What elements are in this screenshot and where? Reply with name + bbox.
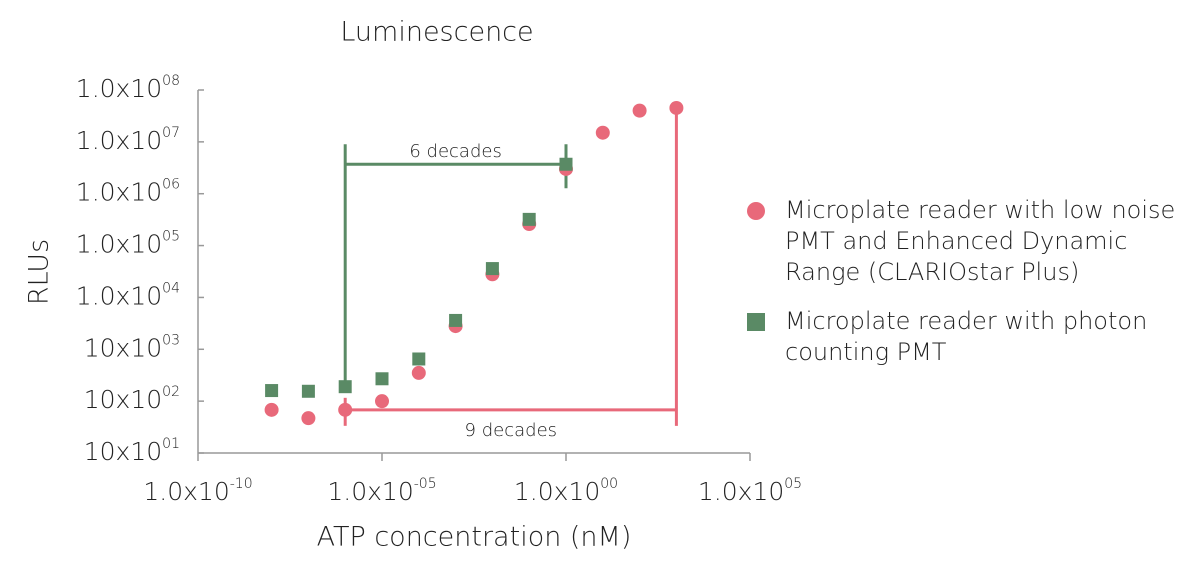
x-tick-exp: -10 [230, 476, 253, 492]
legend: Microplate reader with low noise PMT and… [745, 195, 1190, 386]
legend-label: Microplate reader with low noise PMT and… [785, 196, 1176, 286]
y-tick-label: 1.0x1006 [76, 177, 180, 207]
y-tick-exp: 03 [162, 332, 180, 348]
point [338, 380, 352, 394]
y-tick-label: 10x1002 [84, 384, 180, 414]
y-tick-exp: 04 [162, 280, 180, 296]
x-tick-label: 1.0x10-05 [327, 476, 436, 506]
y-tick-text: 1.0x10 [76, 74, 162, 103]
point [559, 157, 573, 171]
legend-marker [747, 202, 765, 220]
point [669, 100, 684, 115]
point [301, 384, 315, 398]
annotation: 6 decades [409, 141, 501, 162]
y-tick-exp: 01 [162, 436, 180, 452]
annotation: 9 decades [465, 420, 557, 441]
point [375, 394, 389, 409]
x-tick-exp: 05 [784, 476, 802, 492]
x-tick-label: 1.0x1000 [514, 476, 618, 506]
point [595, 125, 610, 140]
legend-item: Microplate reader with low noise PMT and… [745, 195, 1190, 288]
point [485, 262, 499, 276]
point [449, 313, 463, 327]
y-tick-label: 10x1001 [84, 436, 180, 466]
y-tick-text: 10x10 [84, 437, 162, 466]
x-tick-text: 1.0x10 [514, 477, 600, 506]
y-tick-exp: 07 [162, 125, 180, 141]
point [522, 212, 536, 226]
point [375, 372, 389, 386]
y-tick-text: 10x10 [84, 385, 162, 414]
x-tick-exp: 00 [600, 476, 618, 492]
y-tick-label: 1.0x1005 [76, 229, 180, 259]
y-tick-text: 1.0x10 [76, 281, 162, 310]
y-axis-label: RLUs [24, 239, 55, 305]
legend-label: Microplate reader with photon counting P… [785, 307, 1148, 366]
x-axis-label: ATP concentration (nM) [317, 522, 632, 553]
y-tick-exp: 05 [162, 229, 180, 245]
point [632, 103, 647, 118]
y-tick-label: 10x1003 [84, 332, 180, 362]
x-tick-label: 1.0x1005 [698, 476, 802, 506]
point [265, 384, 279, 398]
y-tick-exp: 02 [162, 384, 180, 400]
legend-marker [747, 313, 765, 331]
point [338, 402, 353, 417]
x-tick-label: 1.0x10-10 [143, 476, 252, 506]
y-tick-label: 1.0x1008 [76, 73, 180, 103]
legend-item: Microplate reader with photon counting P… [745, 306, 1190, 368]
point [411, 365, 426, 380]
x-tick-text: 1.0x10 [327, 477, 413, 506]
y-tick-text: 1.0x10 [76, 126, 162, 155]
y-tick-exp: 08 [162, 73, 180, 89]
point [264, 402, 279, 417]
y-tick-text: 1.0x10 [76, 230, 162, 259]
point [412, 352, 426, 366]
y-tick-text: 1.0x10 [76, 178, 162, 207]
y-tick-label: 1.0x1007 [76, 125, 180, 155]
point [301, 411, 316, 426]
chart-title: Luminescence [340, 17, 533, 48]
y-tick-exp: 06 [162, 177, 180, 193]
y-tick-label: 1.0x1004 [76, 280, 180, 310]
x-tick-exp: -05 [414, 476, 437, 492]
x-tick-text: 1.0x10 [698, 477, 784, 506]
x-tick-text: 1.0x10 [143, 477, 229, 506]
y-tick-text: 10x10 [84, 333, 162, 362]
